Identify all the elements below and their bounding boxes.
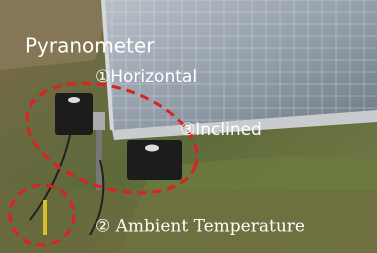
photo: Pyranometer ①Horizontal ③Inclined ② Ambi… <box>0 0 377 253</box>
label-ambient: ② Ambient Temperature <box>95 217 305 237</box>
page: Pyranometer ①Horizontal ③Inclined ② Ambi… <box>0 0 377 253</box>
label-horizontal: ①Horizontal <box>95 67 197 87</box>
temperature-sensor <box>43 200 47 235</box>
sensor-dome <box>68 97 80 103</box>
panel-cells <box>103 0 377 130</box>
label-inclined: ③Inclined <box>180 120 262 140</box>
sensor-dome <box>145 145 159 152</box>
post <box>96 130 102 190</box>
label-title: Pyranometer <box>25 34 155 58</box>
